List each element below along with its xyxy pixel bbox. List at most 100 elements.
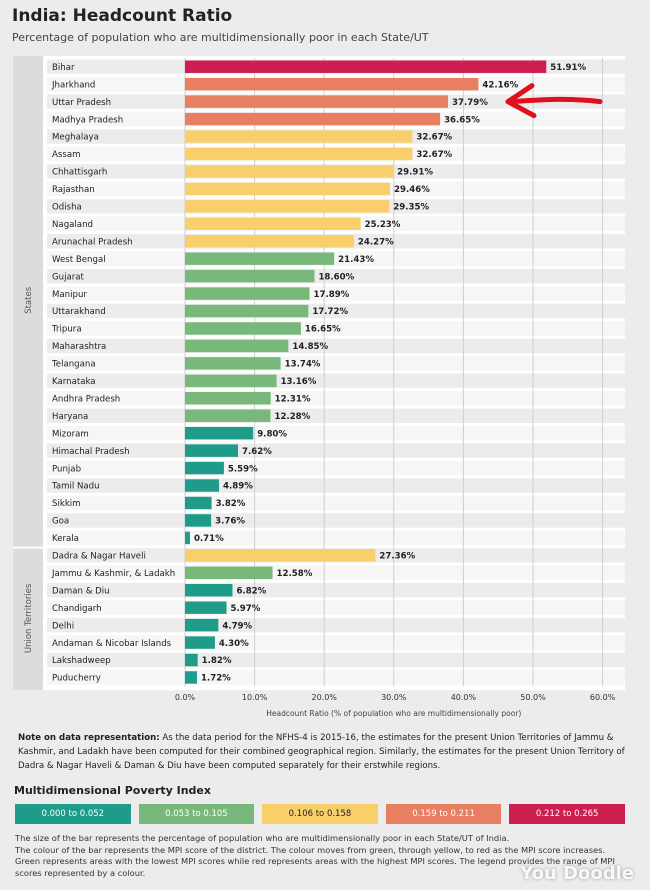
row-band: [47, 670, 625, 685]
bar: [185, 200, 390, 213]
data-label: 24.27%: [358, 237, 394, 247]
bar: [185, 252, 335, 265]
data-label: 29.35%: [393, 203, 429, 213]
bar: [185, 217, 361, 230]
row-band: [47, 460, 625, 476]
bar: [185, 374, 277, 388]
category-label: Chandigarh: [52, 604, 102, 614]
row-band: [47, 495, 625, 511]
data-label: 1.72%: [201, 674, 231, 684]
row-band: [47, 513, 625, 528]
data-label: 3.82%: [216, 499, 246, 509]
page-subtitle: Percentage of population who are multidi…: [12, 31, 429, 44]
data-label: 3.76%: [215, 517, 245, 527]
data-label: 32.67%: [416, 150, 452, 160]
category-label: Uttar Pradesh: [52, 98, 111, 108]
row-band: [47, 530, 625, 546]
category-label: Uttarakhand: [52, 307, 106, 317]
row-band: [47, 583, 625, 598]
bar: [185, 339, 289, 353]
bar: [185, 287, 310, 300]
category-label: Maharashtra: [52, 342, 106, 352]
data-note: Note on data representation: As the data…: [18, 731, 628, 773]
x-tick-label: 20.0%: [311, 693, 337, 702]
category-label: Kerala: [52, 534, 79, 544]
category-label: Jammu & Kashmir, & Ladakh: [51, 569, 175, 579]
x-tick-label: 10.0%: [242, 693, 268, 702]
data-label: 12.28%: [274, 412, 310, 422]
legend-swatch-0: 0.000 to 0.052: [15, 804, 131, 824]
data-label: 4.79%: [222, 621, 252, 631]
bar: [185, 269, 315, 283]
legend-swatch-2: 0.106 to 0.158: [262, 804, 378, 824]
category-label: Delhi: [52, 621, 74, 631]
annotation-arrow-head: [505, 83, 537, 119]
row-band: [47, 408, 625, 423]
x-tick-label: 50.0%: [520, 693, 546, 702]
bar: [185, 392, 271, 405]
data-label: 37.79%: [452, 98, 488, 108]
data-label: 29.46%: [394, 185, 430, 195]
category-label: Manipur: [52, 290, 87, 300]
legend-swatch-4: 0.212 to 0.265: [509, 804, 625, 824]
legend-swatch-3: 0.159 to 0.211: [385, 804, 502, 824]
category-label: Andhra Pradesh: [52, 394, 120, 404]
legend-title: Multidimensional Poverty Index: [14, 784, 211, 797]
category-label: Lakshadweep: [52, 656, 111, 666]
data-label: 27.36%: [379, 552, 415, 562]
category-label: Nagaland: [52, 220, 93, 230]
bar: [185, 566, 273, 579]
category-label: Goa: [52, 517, 69, 527]
data-label: 21.43%: [338, 255, 374, 265]
category-label: Dadra & Nagar Haveli: [52, 552, 146, 562]
category-label: Madhya Pradesh: [52, 115, 123, 125]
category-label: Gujarat: [52, 272, 85, 282]
note-heading: Note on data representation:: [18, 733, 160, 743]
data-label: 32.67%: [416, 133, 452, 143]
bar: [185, 304, 309, 318]
row-band: [47, 391, 625, 406]
footer-line: scores represented by a colour.: [15, 867, 146, 878]
row-band: [47, 373, 625, 389]
data-label: 12.58%: [277, 569, 313, 579]
row-band: [47, 617, 625, 633]
bar: [185, 95, 449, 108]
data-label: 17.89%: [314, 290, 350, 300]
category-label: Chhattisgarh: [52, 168, 107, 178]
data-label: 4.30%: [219, 639, 249, 649]
category-label: West Bengal: [52, 255, 106, 265]
data-label: 18.60%: [318, 272, 354, 282]
category-label: Daman & Diu: [52, 586, 110, 596]
data-label: 16.65%: [305, 325, 341, 335]
bar: [185, 112, 441, 126]
category-label: Jharkhand: [51, 80, 95, 90]
footer-line: The colour of the bar represents the MPI…: [15, 844, 606, 855]
category-label: Mizoram: [52, 429, 89, 439]
row-band: [47, 600, 625, 615]
category-label: Punjab: [52, 464, 81, 474]
note-text: As the data period for the NFHS-4 is 201…: [18, 733, 625, 771]
data-label: 17.72%: [312, 307, 348, 317]
row-band: [47, 338, 625, 354]
bar: [185, 357, 281, 370]
category-label: Andaman & Nicobar Islands: [52, 639, 172, 649]
bar: [185, 182, 391, 196]
bar: [185, 322, 301, 335]
bar: [185, 60, 547, 73]
bar: [185, 444, 239, 457]
bar: [185, 461, 224, 475]
category-label: Bihar: [52, 63, 75, 73]
row-band: [47, 425, 625, 441]
legend-swatch-1: 0.053 to 0.105: [138, 804, 255, 824]
row-band: [47, 443, 625, 458]
bar: [185, 653, 198, 667]
category-label: Himachal Pradesh: [52, 447, 130, 457]
footer-line: The size of the bar represents the perce…: [15, 833, 510, 843]
data-label: 12.31%: [275, 394, 311, 404]
x-axis-label: Headcount Ratio (% of population who are…: [266, 709, 521, 718]
bar: [185, 426, 254, 440]
data-label: 6.82%: [236, 586, 266, 596]
data-label: 0.71%: [194, 534, 224, 544]
watermark-logo: You Doodle: [520, 863, 634, 884]
category-label: Tripura: [51, 325, 82, 335]
